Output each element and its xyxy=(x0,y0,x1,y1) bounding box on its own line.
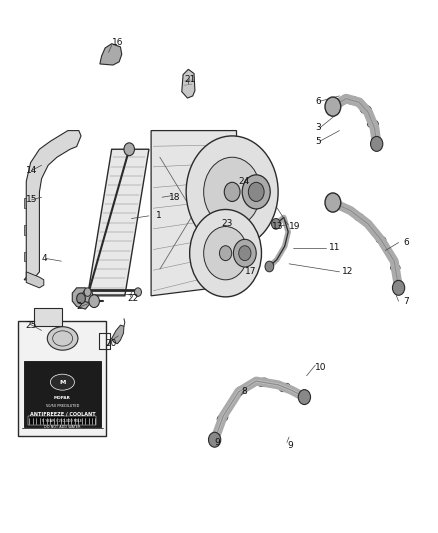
Text: 22: 22 xyxy=(127,294,138,303)
Text: DO NOT ADD WATER: DO NOT ADD WATER xyxy=(44,425,81,429)
Polygon shape xyxy=(72,288,90,309)
Circle shape xyxy=(208,432,221,447)
Circle shape xyxy=(325,193,341,212)
FancyBboxPatch shape xyxy=(24,252,29,261)
Text: 6: 6 xyxy=(403,238,409,247)
FancyBboxPatch shape xyxy=(24,361,101,427)
Text: 21: 21 xyxy=(184,76,195,84)
Circle shape xyxy=(77,293,85,304)
Polygon shape xyxy=(182,69,195,98)
Text: 16: 16 xyxy=(112,38,123,47)
Text: 2: 2 xyxy=(77,302,82,311)
FancyBboxPatch shape xyxy=(28,416,96,425)
Circle shape xyxy=(204,227,247,280)
Circle shape xyxy=(134,288,141,296)
Text: 9: 9 xyxy=(287,441,293,449)
Circle shape xyxy=(265,261,274,272)
Text: 25: 25 xyxy=(25,321,37,329)
Circle shape xyxy=(325,97,341,116)
Circle shape xyxy=(248,182,264,201)
Text: 18: 18 xyxy=(169,193,180,201)
Text: 24: 24 xyxy=(239,177,250,185)
Circle shape xyxy=(82,289,93,302)
Text: 5 YEAR / 150,000 MILE: 5 YEAR / 150,000 MILE xyxy=(42,419,82,423)
Text: M: M xyxy=(59,379,66,385)
Text: 12: 12 xyxy=(342,268,353,276)
Polygon shape xyxy=(26,272,44,288)
FancyBboxPatch shape xyxy=(24,198,29,208)
Text: ANTIFREEZE / COOLANT: ANTIFREEZE / COOLANT xyxy=(30,411,95,417)
Circle shape xyxy=(219,246,232,261)
Circle shape xyxy=(190,209,261,297)
Text: 13: 13 xyxy=(272,222,283,231)
FancyBboxPatch shape xyxy=(34,308,62,326)
FancyBboxPatch shape xyxy=(18,321,106,436)
Polygon shape xyxy=(24,131,81,280)
Ellipse shape xyxy=(50,374,74,390)
Ellipse shape xyxy=(47,327,78,350)
Text: 9: 9 xyxy=(215,438,220,447)
Text: 20: 20 xyxy=(105,340,117,348)
Polygon shape xyxy=(100,44,122,65)
Text: 23: 23 xyxy=(221,220,233,228)
Circle shape xyxy=(371,136,383,151)
Circle shape xyxy=(272,219,280,229)
Circle shape xyxy=(239,246,251,261)
Polygon shape xyxy=(112,325,124,344)
Circle shape xyxy=(186,136,278,248)
Circle shape xyxy=(124,143,134,156)
Circle shape xyxy=(233,239,256,267)
Text: MOPAR: MOPAR xyxy=(54,396,71,400)
Circle shape xyxy=(242,175,270,209)
Circle shape xyxy=(204,157,261,227)
Text: 3: 3 xyxy=(315,124,321,132)
Text: 11: 11 xyxy=(328,244,340,252)
Text: 50/50 PREDILUTED: 50/50 PREDILUTED xyxy=(46,404,79,408)
Text: 7: 7 xyxy=(403,297,409,305)
Polygon shape xyxy=(88,149,149,296)
Text: 19: 19 xyxy=(289,222,300,231)
Circle shape xyxy=(224,182,240,201)
Circle shape xyxy=(298,390,311,405)
Text: 15: 15 xyxy=(26,196,38,204)
Text: 4: 4 xyxy=(42,254,47,263)
Text: 6: 6 xyxy=(315,97,321,106)
Text: 8: 8 xyxy=(241,387,247,396)
Circle shape xyxy=(89,295,99,308)
Circle shape xyxy=(392,280,405,295)
Text: 14: 14 xyxy=(26,166,38,175)
FancyBboxPatch shape xyxy=(24,225,29,235)
Circle shape xyxy=(84,288,91,296)
Text: 10: 10 xyxy=(315,364,327,372)
Text: 17: 17 xyxy=(245,268,257,276)
Polygon shape xyxy=(151,131,237,296)
Text: 1: 1 xyxy=(155,212,161,220)
Text: 5: 5 xyxy=(315,137,321,146)
